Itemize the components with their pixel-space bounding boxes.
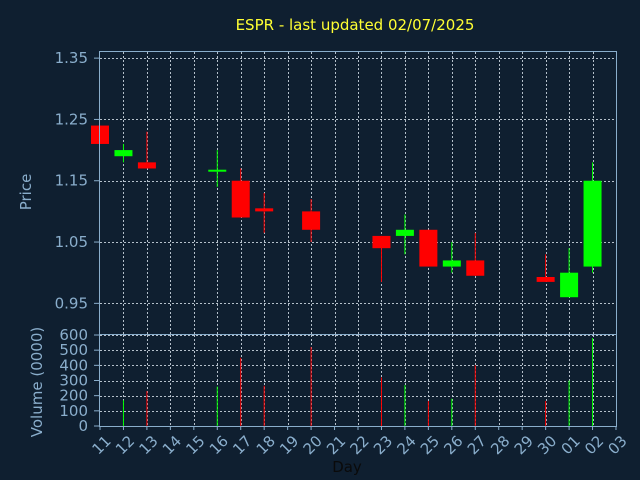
candle-body — [137, 162, 156, 169]
x-tick-label: 01 — [558, 432, 584, 458]
price-grid — [100, 52, 616, 334]
x-tick-label: 23 — [370, 432, 396, 458]
x-tick-label: 27 — [464, 432, 490, 458]
x-tick-label: 11 — [89, 432, 115, 458]
x-tick-label: 17 — [229, 432, 255, 458]
volume-grid — [100, 335, 616, 427]
x-tick-label: 24 — [393, 432, 419, 458]
x-tick-label: 19 — [276, 432, 302, 458]
volume-tick-label: 100 — [59, 402, 88, 420]
price-tick-label: 1.35 — [55, 49, 88, 67]
volume-tick-label: 600 — [59, 326, 88, 344]
price-tick-label: 1.25 — [55, 110, 88, 128]
x-tick-label: 02 — [581, 432, 607, 458]
price-candles — [91, 125, 602, 298]
x-tick-label: 22 — [347, 432, 373, 458]
price-y-ticks: 0.95 1.05 1.15 1.25 1.35 — [55, 49, 100, 312]
volume-tick-label: 200 — [59, 387, 88, 405]
candle-body — [208, 169, 227, 172]
x-tick-label: 29 — [511, 432, 537, 458]
candle-body — [442, 260, 461, 267]
candle-body — [560, 272, 579, 298]
candle-body — [302, 211, 321, 230]
candle-body — [114, 150, 133, 157]
price-panel: 0.95 1.05 1.15 1.25 1.35 Price — [17, 49, 617, 335]
x-tick-label: 15 — [182, 432, 208, 458]
x-tick-label: 16 — [206, 432, 232, 458]
price-axis-label: Price — [17, 174, 35, 211]
volume-tick-label: 300 — [59, 372, 88, 390]
x-tick-label: 12 — [112, 432, 138, 458]
volume-tick-label: 0 — [78, 417, 88, 435]
x-tick-label: 21 — [323, 432, 349, 458]
x-tick-labels: 1112131415161718192021222324252627282930… — [89, 426, 631, 458]
price-tick-label: 1.15 — [55, 172, 88, 190]
x-tick-label: 25 — [417, 432, 443, 458]
x-tick-label: 30 — [534, 432, 560, 458]
x-tick-label: 13 — [135, 432, 161, 458]
candle-body — [419, 229, 438, 267]
candle-body — [372, 235, 391, 249]
chart-title: ESPR - last updated 02/07/2025 — [236, 16, 475, 34]
volume-tick-label: 500 — [59, 341, 88, 359]
candle-body — [536, 276, 555, 282]
x-tick-label: 03 — [605, 432, 631, 458]
x-tick-label: 28 — [487, 432, 513, 458]
price-tick-label: 0.95 — [55, 294, 88, 312]
x-tick-label: 26 — [440, 432, 466, 458]
volume-tick-label: 400 — [59, 356, 88, 374]
volume-axis-label: Volume (0000) — [28, 327, 46, 437]
candle-body — [583, 180, 602, 267]
price-tick-label: 1.05 — [55, 233, 88, 251]
volume-bars — [122, 338, 594, 426]
x-tick-label: 20 — [300, 432, 326, 458]
candle-body — [466, 260, 485, 276]
candle-body — [231, 180, 250, 218]
candle-body — [395, 229, 414, 236]
x-axis-label: Day — [332, 458, 362, 476]
x-tick-label: 14 — [159, 432, 185, 458]
candle-body — [255, 208, 274, 212]
x-tick-label: 18 — [253, 432, 279, 458]
